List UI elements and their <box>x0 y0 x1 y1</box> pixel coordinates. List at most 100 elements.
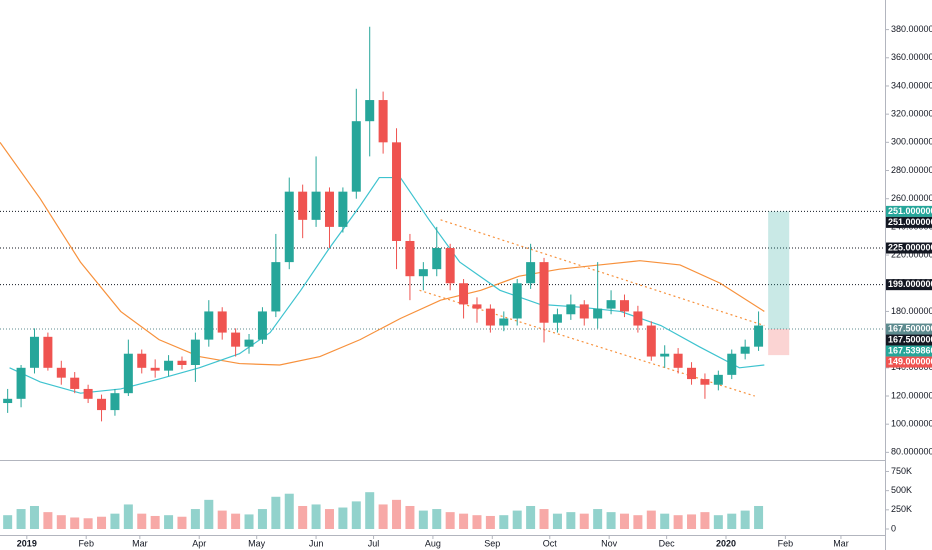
trend-line <box>419 289 755 397</box>
price-label-bg <box>886 242 932 254</box>
volume-bar <box>472 515 482 529</box>
candle-body <box>646 325 656 357</box>
volume-bar <box>43 512 53 529</box>
candle-body <box>29 336 39 368</box>
trend-line <box>440 219 765 327</box>
candle-body <box>526 262 536 284</box>
x-tick-label: Feb <box>78 538 94 548</box>
price-label-bg <box>886 323 932 335</box>
price-label: 149.000000 <box>888 356 932 366</box>
y-tick-label: 260.000000 <box>891 193 932 203</box>
x-tick-label: Mar <box>132 538 148 548</box>
volume-bar <box>150 515 160 529</box>
y-tick-label: 180.000000 <box>891 306 932 316</box>
price-label: 199.000000 <box>888 279 932 289</box>
y-tick-label: 380.000000 <box>891 24 932 34</box>
volume-bar <box>204 499 214 529</box>
price-label-bg <box>886 216 932 228</box>
candle-body <box>365 100 375 122</box>
price-label-bg <box>886 334 932 346</box>
volume-bar <box>459 513 469 529</box>
volume-bar <box>231 513 241 529</box>
candle-body <box>459 283 469 305</box>
candle-body <box>552 314 562 323</box>
price-label: 251.000000 <box>888 217 932 227</box>
price-label: 225.000000 <box>888 242 932 252</box>
volume-bar <box>512 510 522 529</box>
candle-body <box>324 191 334 227</box>
y-tick-label: 320.000000 <box>891 109 932 119</box>
volume-tick-label: 500K <box>891 485 912 495</box>
volume-bar <box>83 518 93 529</box>
volume-bar <box>177 516 187 529</box>
volume-bar <box>29 505 39 529</box>
candle-body <box>70 377 80 389</box>
position-loss <box>768 329 790 356</box>
candle-body <box>298 191 308 220</box>
candle-body <box>539 262 549 323</box>
candle-body <box>351 121 361 192</box>
volume-bar <box>190 509 200 529</box>
volume-bar <box>526 505 536 529</box>
volume-bar <box>499 515 509 529</box>
candle-body <box>110 393 120 411</box>
volume-tick-label: 750K <box>891 466 912 476</box>
volume-bar <box>713 515 723 529</box>
y-tick-label: 100.000000 <box>891 419 932 429</box>
candle-body <box>740 346 750 354</box>
price-label: 167.500000 <box>888 334 932 344</box>
candle-body <box>606 300 616 309</box>
volume-bar <box>432 509 442 529</box>
candle-body <box>244 339 254 347</box>
volume-bar <box>257 509 267 529</box>
volume-bar <box>673 515 683 529</box>
volume-bar <box>740 510 750 529</box>
volume-bar <box>418 510 428 529</box>
moving-average <box>0 141 765 366</box>
x-tick-label: Jul <box>368 538 380 548</box>
x-tick-label: 2020 <box>716 538 736 548</box>
candle-body <box>16 367 26 399</box>
volume-bar <box>110 513 120 529</box>
volume-bar <box>16 509 26 529</box>
candle-body <box>3 398 13 404</box>
candle-body <box>164 360 174 371</box>
candle-body <box>257 311 267 340</box>
volume-bar <box>271 496 281 529</box>
price-label: 251.000000 <box>888 206 932 216</box>
price-label-bg <box>886 279 932 291</box>
volume-bar <box>405 505 415 529</box>
volume-bar <box>445 512 455 529</box>
y-tick-label: 340.000000 <box>891 80 932 90</box>
candle-body <box>593 308 603 319</box>
volume-bar <box>566 512 576 529</box>
volume-bar <box>593 509 603 529</box>
candle-body <box>150 367 160 371</box>
volume-tick-label: 250K <box>891 504 912 514</box>
price-label: 167.539860 <box>888 345 932 355</box>
candle-body <box>485 308 495 326</box>
candle-body <box>700 379 710 385</box>
candle-body <box>405 240 415 277</box>
volume-bar <box>97 516 107 529</box>
volume-bar <box>687 514 697 529</box>
x-tick-label: Mar <box>833 538 849 548</box>
candle-body <box>754 325 764 347</box>
volume-bar <box>338 507 348 529</box>
volume-bar <box>754 505 764 529</box>
candle-body <box>284 191 294 263</box>
volume-bar <box>700 512 710 529</box>
candle-body <box>392 142 402 241</box>
candle-body <box>512 283 522 319</box>
volume-bar <box>311 504 321 529</box>
x-tick-label: Sep <box>484 538 500 548</box>
volume-bar <box>392 499 402 529</box>
volume-bar <box>244 514 254 529</box>
candle-body <box>204 311 214 340</box>
candle-body <box>190 339 200 365</box>
volume-bar <box>606 512 616 529</box>
y-tick-label: 80.000000 <box>891 447 932 457</box>
x-tick-label: May <box>248 538 266 548</box>
candle-body <box>432 248 442 270</box>
